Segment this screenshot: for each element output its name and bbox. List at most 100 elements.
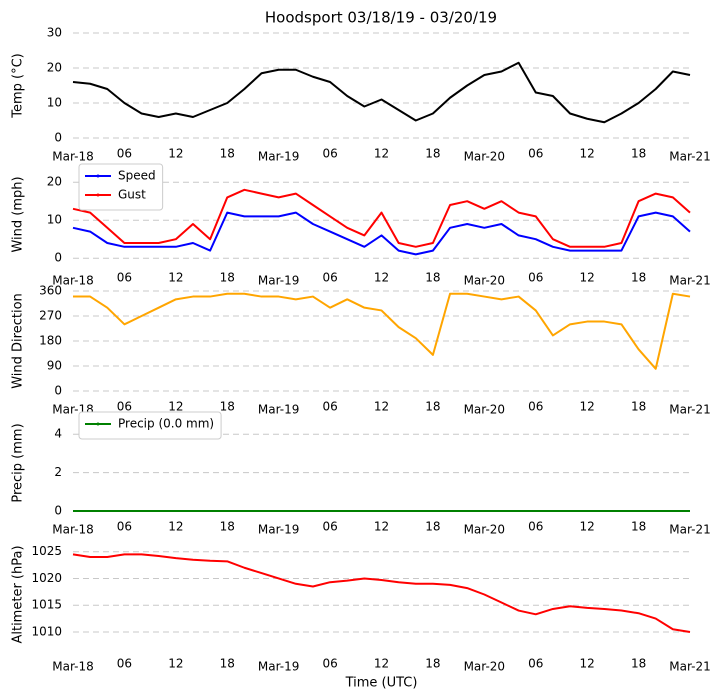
x-tick-label: Mar-21 — [669, 150, 710, 164]
x-tick-label: 18 — [220, 271, 235, 285]
data-line — [72, 61, 691, 124]
y-tick-label: 1025 — [31, 544, 62, 558]
y-tick-label: 0 — [54, 384, 62, 398]
x-tick-label: 06 — [528, 271, 543, 285]
x-tick-label: 06 — [322, 400, 337, 414]
x-tick-label: 12 — [374, 271, 389, 285]
x-tick-label: 18 — [631, 147, 646, 161]
y-tick-label: 270 — [39, 309, 62, 323]
legend: Precip (0.0 mm) — [78, 411, 222, 440]
x-tick-label: 18 — [425, 147, 440, 161]
x-tick-label: 12 — [168, 147, 183, 161]
x-tick-label: 18 — [631, 520, 646, 534]
y-tick-label: 20 — [47, 175, 62, 189]
x-tick-label: 18 — [425, 520, 440, 534]
x-tick-label: 12 — [374, 520, 389, 534]
x-tick-label: 06 — [117, 657, 132, 671]
y-tick-label: 4 — [54, 427, 62, 441]
x-tick-label: 12 — [374, 147, 389, 161]
x-tick-label: 12 — [168, 520, 183, 534]
x-tick-label: Mar-21 — [669, 274, 710, 288]
x-tick-label: 18 — [425, 400, 440, 414]
x-tick-label: Mar-18 — [52, 660, 93, 674]
x-tick-label: 06 — [322, 657, 337, 671]
x-tick-label: Mar-19 — [258, 523, 299, 537]
legend: Speed Gust — [78, 163, 164, 211]
x-tick-label: 18 — [220, 520, 235, 534]
x-tick-label: Mar-21 — [669, 403, 710, 417]
x-tick-label: Mar-21 — [669, 523, 710, 537]
y-tick-label: 20 — [47, 61, 62, 75]
data-line — [72, 188, 691, 248]
legend-label: Precip (0.0 mm) — [118, 417, 214, 431]
x-tick-label: 12 — [374, 400, 389, 414]
x-tick-label: Mar-20 — [464, 274, 505, 288]
x-tick-label: 06 — [117, 400, 132, 414]
x-tick-label: 18 — [631, 271, 646, 285]
legend-label: Speed — [118, 169, 156, 183]
x-tick-label: 06 — [117, 520, 132, 534]
y-axis-label: Wind (mph) — [11, 176, 26, 252]
x-tick-label: 06 — [322, 520, 337, 534]
y-tick-label: 2 — [54, 465, 62, 479]
x-tick-label: 12 — [580, 520, 595, 534]
x-tick-label: Mar-19 — [258, 274, 299, 288]
x-tick-label: 12 — [168, 657, 183, 671]
x-tick-label: 12 — [168, 400, 183, 414]
x-tick-label: 18 — [220, 657, 235, 671]
x-tick-label: Mar-18 — [52, 523, 93, 537]
x-tick-label: Mar-19 — [258, 150, 299, 164]
x-tick-label: 12 — [580, 147, 595, 161]
x-tick-label: 12 — [374, 657, 389, 671]
x-tick-label: Mar-20 — [464, 403, 505, 417]
x-tick-label: 18 — [631, 657, 646, 671]
x-tick-label: Mar-20 — [464, 150, 505, 164]
x-tick-label: Mar-21 — [669, 660, 710, 674]
x-tick-label: Mar-20 — [464, 523, 505, 537]
x-tick-label: 18 — [220, 147, 235, 161]
y-tick-label: 1020 — [31, 571, 62, 585]
x-tick-label: 06 — [117, 271, 132, 285]
legend-box — [78, 411, 222, 440]
x-tick-label: 06 — [528, 400, 543, 414]
x-tick-label: 12 — [580, 657, 595, 671]
y-tick-label: 360 — [39, 284, 62, 298]
y-tick-label: 10 — [47, 213, 62, 227]
y-tick-label: 0 — [54, 131, 62, 145]
x-tick-label: 06 — [528, 520, 543, 534]
legend-marker — [96, 422, 100, 426]
y-axis-label: Precip (mm) — [11, 423, 26, 502]
x-tick-label: Mar-18 — [52, 274, 93, 288]
y-axis-label: Temp (°C) — [11, 53, 26, 119]
x-tick-label: 06 — [322, 147, 337, 161]
x-tick-label: 18 — [631, 400, 646, 414]
legend-label: Gust — [118, 188, 146, 202]
x-tick-label: 06 — [528, 147, 543, 161]
y-tick-label: 1010 — [31, 624, 62, 638]
y-tick-label: 10 — [47, 96, 62, 110]
x-tick-label: 12 — [580, 400, 595, 414]
x-tick-label: Mar-19 — [258, 660, 299, 674]
x-tick-label: Mar-20 — [464, 660, 505, 674]
y-axis-label: Altimeter (hPa) — [11, 545, 26, 643]
data-line — [72, 211, 691, 256]
x-tick-label: Mar-19 — [258, 403, 299, 417]
y-tick-label: 30 — [47, 26, 62, 40]
x-tick-label: 12 — [168, 271, 183, 285]
legend-marker — [96, 193, 100, 197]
x-tick-label: 18 — [220, 400, 235, 414]
y-axis-label: Wind Direction — [11, 293, 26, 389]
x-tick-label: 06 — [322, 271, 337, 285]
x-tick-label: 06 — [117, 147, 132, 161]
x-axis-label: Time (UTC) — [345, 676, 418, 691]
y-tick-label: 180 — [39, 334, 62, 348]
x-tick-label: 12 — [580, 271, 595, 285]
x-tick-label: 06 — [528, 657, 543, 671]
x-tick-label: 18 — [425, 271, 440, 285]
data-line — [73, 292, 691, 370]
chart-title: Hoodsport 03/18/19 - 03/20/19 — [265, 9, 497, 27]
data-line — [72, 553, 691, 633]
y-tick-label: 0 — [54, 504, 62, 518]
y-tick-label: 0 — [54, 251, 62, 265]
